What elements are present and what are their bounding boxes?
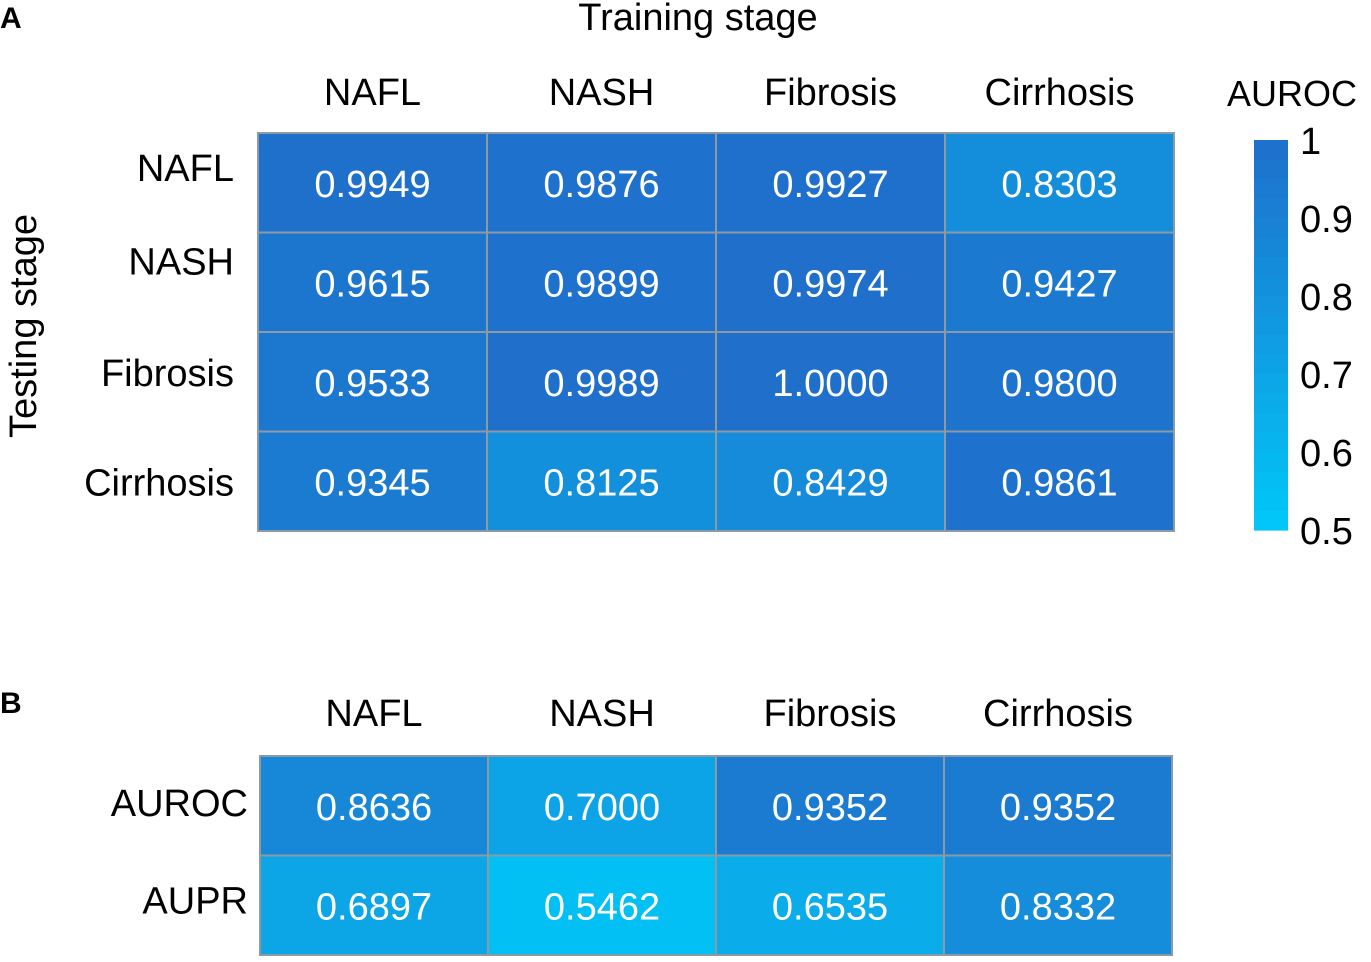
b-cell-value-r2-c4: 0.8332 — [1000, 886, 1116, 928]
colorbar-segment — [1254, 471, 1288, 492]
colorbar-segment — [1254, 374, 1288, 395]
b-cell-r2-c4 — [943, 854, 1173, 956]
colorbar-segment — [1254, 179, 1288, 200]
b-col-label-nash: NASH — [549, 693, 655, 735]
a-cell-r1-c3 — [715, 132, 946, 234]
a-cell-value-r1-c3: 0.9927 — [772, 164, 888, 206]
colorbar-segment — [1254, 237, 1288, 258]
colorbar-segment — [1254, 354, 1288, 375]
a-row-label-cirrhosis: Cirrhosis — [84, 462, 234, 504]
a-cell-r2-c4 — [944, 231, 1175, 333]
b-col-label-cirrhosis: Cirrhosis — [983, 693, 1133, 735]
b-cell-value-r1-c4: 0.9352 — [1000, 787, 1116, 829]
b-cell-value-r1-c1: 0.8636 — [316, 787, 432, 829]
a-row-label-fibrosis: Fibrosis — [101, 353, 234, 395]
colorbar-segment — [1254, 413, 1288, 434]
colorbar-tick-label: 0.6 — [1300, 433, 1353, 475]
a-cell-value-r1-c4: 0.8303 — [1001, 164, 1117, 206]
a-col-label-nash: NASH — [549, 72, 655, 114]
a-cell-r4-c4 — [944, 430, 1175, 532]
b-cell-r2-c1 — [259, 854, 489, 956]
a-cell-value-r1-c1: 0.9949 — [314, 164, 430, 206]
a-cell-value-r4-c4: 0.9861 — [1001, 462, 1117, 504]
a-cell-value-r3-c4: 0.9800 — [1001, 363, 1117, 405]
colorbar-segment — [1254, 276, 1288, 297]
b-cell-value-r2-c2: 0.5462 — [544, 886, 660, 928]
colorbar-segment — [1254, 510, 1288, 531]
a-cell-r4-c2 — [486, 430, 717, 532]
colorbar-segment — [1254, 296, 1288, 317]
b-col-label-fibrosis: Fibrosis — [763, 693, 896, 735]
panel-letter-b: B — [0, 687, 22, 720]
colorbar-tick-label: 1 — [1300, 121, 1321, 163]
a-col-label-cirrhosis: Cirrhosis — [985, 72, 1135, 114]
b-cell-r2-c2 — [487, 854, 717, 956]
a-cell-value-r4-c1: 0.9345 — [314, 462, 430, 504]
a-cell-value-r2-c1: 0.9615 — [314, 263, 430, 305]
a-cell-r3-c4 — [944, 331, 1175, 433]
b-row-label-auroc: AUROC — [111, 783, 248, 825]
a-cell-value-r4-c3: 0.8429 — [772, 462, 888, 504]
a-cell-value-r1-c2: 0.9876 — [543, 164, 659, 206]
heatmap-b: NAFL NASH Fibrosis Cirrhosis AUROC AUPR 0.8636… — [111, 693, 1173, 956]
colorbar-tick-label: 0.7 — [1300, 355, 1353, 397]
colorbar-segment — [1254, 257, 1288, 278]
b-cell-r2-c3 — [715, 854, 945, 956]
colorbar-segment — [1254, 315, 1288, 336]
colorbar-tick-label: 0.8 — [1300, 277, 1353, 319]
a-col-label-nafl: NAFL — [324, 72, 421, 114]
colorbar: 1 0.9 0.8 0.7 0.6 0.5 — [1254, 121, 1353, 553]
a-cell-value-r3-c2: 0.9989 — [543, 363, 659, 405]
colorbar-segment — [1254, 335, 1288, 356]
a-cell-value-r3-c3: 1.0000 — [772, 363, 888, 405]
a-cell-value-r4-c2: 0.8125 — [543, 462, 659, 504]
panel-a-title: Training stage — [578, 0, 817, 39]
colorbar-tick-label: 0.9 — [1300, 199, 1353, 241]
colorbar-segment — [1254, 159, 1288, 180]
a-cell-r1-c2 — [486, 132, 717, 234]
a-cell-r3-c2 — [486, 331, 717, 433]
colorbar-segment — [1254, 393, 1288, 414]
colorbar-segment — [1254, 491, 1288, 512]
colorbar-tick-label: 0.5 — [1300, 511, 1353, 553]
colorbar-segment — [1254, 432, 1288, 453]
colorbar-segment — [1254, 218, 1288, 239]
a-cell-r2-c2 — [486, 231, 717, 333]
b-cell-r1-c2 — [487, 755, 717, 857]
b-cell-r1-c4 — [943, 755, 1173, 857]
a-cell-value-r2-c3: 0.9974 — [772, 263, 888, 305]
a-row-label-nafl: NAFL — [137, 148, 234, 190]
b-cell-value-r2-c1: 0.6897 — [316, 886, 432, 928]
heatmap-a: NAFL NASH Fibrosis Cirrhosis NAFL NASH Fibrosi… — [84, 72, 1175, 532]
colorbar-segment — [1254, 140, 1288, 161]
a-col-label-fibrosis: Fibrosis — [764, 72, 897, 114]
a-cell-r1-c4 — [944, 132, 1175, 234]
b-cell-r1-c3 — [715, 755, 945, 857]
panel-a-ylabel: Testing stage — [3, 214, 45, 438]
b-cell-r1-c1 — [259, 755, 489, 857]
a-cell-r1-c1 — [257, 132, 488, 234]
a-cell-value-r2-c2: 0.9899 — [543, 263, 659, 305]
a-cell-value-r3-c1: 0.9533 — [314, 363, 430, 405]
b-col-label-nafl: NAFL — [325, 693, 422, 735]
a-cell-r4-c1 — [257, 430, 488, 532]
colorbar-title: AUROC — [1227, 73, 1357, 114]
b-cell-value-r1-c2: 0.7000 — [544, 787, 660, 829]
colorbar-segment — [1254, 198, 1288, 219]
a-row-label-nash: NASH — [128, 241, 234, 283]
panel-letter-a: A — [0, 2, 22, 35]
colorbar-segment — [1254, 452, 1288, 473]
a-cell-value-r2-c4: 0.9427 — [1001, 263, 1117, 305]
b-row-label-aupr: AUPR — [142, 880, 248, 922]
b-cell-value-r2-c3: 0.6535 — [772, 886, 888, 928]
b-cell-value-r1-c3: 0.9352 — [772, 787, 888, 829]
